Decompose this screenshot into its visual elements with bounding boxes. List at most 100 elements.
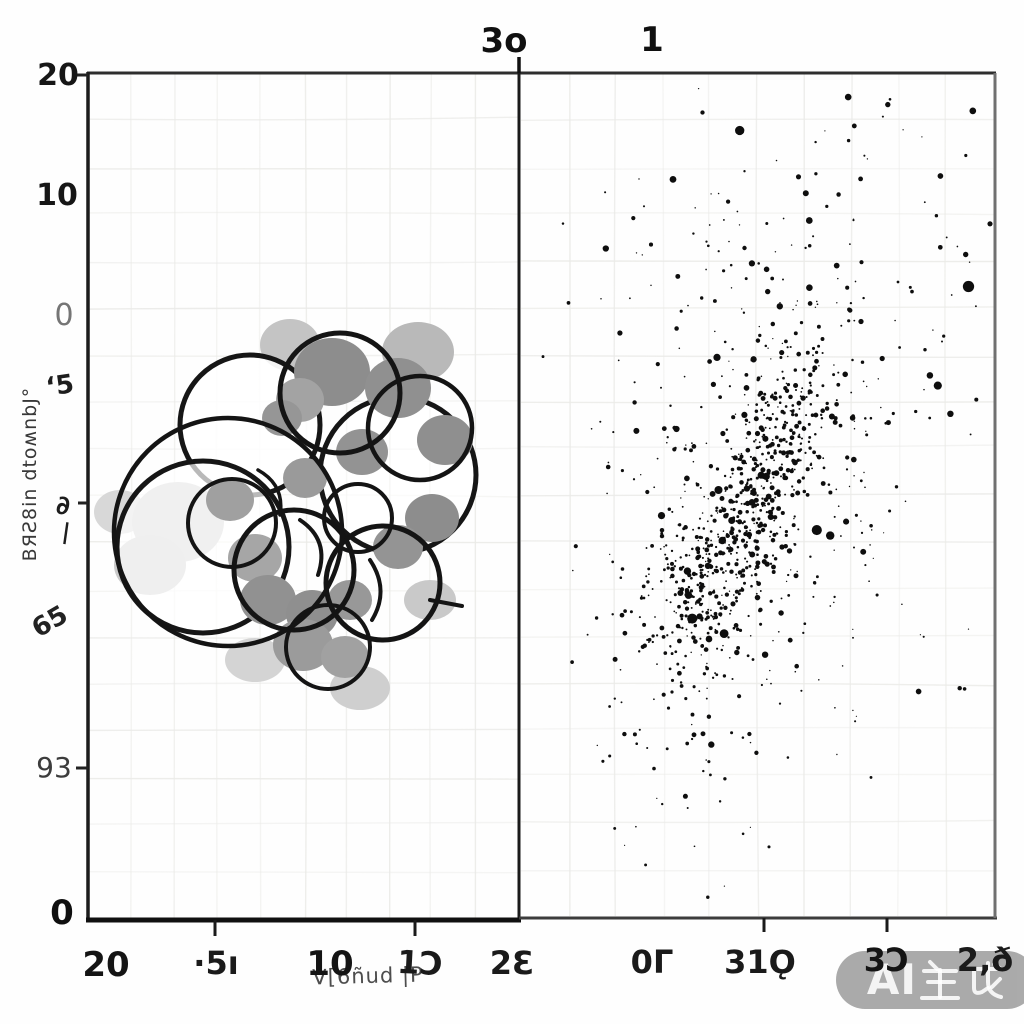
- scatter-point: [773, 449, 777, 453]
- scatter-point: [828, 490, 833, 495]
- scatter-point: [683, 483, 686, 486]
- scatter-point: [755, 403, 759, 406]
- cjk-glyph-sheng: [920, 960, 961, 1000]
- scatter-point: [850, 391, 853, 394]
- scatter-point: [765, 222, 769, 225]
- scatter-point: [881, 115, 884, 118]
- scatter-point: [756, 529, 762, 535]
- scatter-point: [779, 526, 782, 529]
- scatter-point: [858, 176, 863, 182]
- scatter-point: [769, 535, 771, 538]
- scatter-point: [768, 416, 773, 421]
- scatter-point: [745, 566, 749, 570]
- scatter-point: [790, 244, 793, 246]
- grid-line: [897, 73, 901, 917]
- scatter-point: [665, 557, 669, 561]
- scatter-point: [710, 193, 712, 195]
- scatter-point: [761, 452, 764, 456]
- scatter-point: [745, 530, 748, 533]
- scatter-point: [693, 845, 696, 848]
- scatter-point: [796, 479, 802, 484]
- scatter-point: [774, 435, 779, 440]
- scatter-point: [703, 647, 709, 652]
- scatter-point: [644, 863, 648, 867]
- scatter-point: [720, 648, 724, 652]
- scatter-point: [769, 427, 771, 430]
- scatter-point: [763, 392, 767, 396]
- scatter-point: [812, 365, 818, 371]
- scatter-point: [698, 535, 702, 540]
- scatter-point: [767, 513, 774, 521]
- scatter-point: [740, 538, 746, 543]
- scatter-point: [837, 277, 839, 280]
- scatter-point: [714, 672, 717, 675]
- scatter-point: [807, 243, 812, 248]
- scatter-point: [771, 506, 775, 511]
- scatter-point: [825, 204, 829, 209]
- scatter-point: [695, 599, 701, 604]
- scatter-point: [869, 416, 873, 420]
- scatter-point: [796, 570, 798, 573]
- grid-lines: [88, 73, 995, 920]
- scatter-point: [942, 334, 946, 338]
- scatter-point: [734, 596, 738, 600]
- scatter-point: [743, 520, 746, 523]
- scatter-point: [707, 608, 710, 611]
- scatter-point: [686, 635, 688, 637]
- scatter-point: [764, 561, 770, 567]
- scatter-point: [573, 544, 578, 549]
- scatter-point: [711, 543, 714, 546]
- scatter-point: [739, 480, 744, 485]
- scatter-point: [766, 400, 769, 403]
- scatter-point: [717, 250, 720, 253]
- scatter-point: [751, 517, 756, 522]
- x-axis-label: V[6ñud |P: [312, 962, 424, 990]
- scatter-point: [940, 340, 944, 343]
- scatter-point: [717, 535, 720, 538]
- scatter-point: [682, 599, 688, 605]
- scatter-point: [722, 218, 725, 221]
- scatter-point: [802, 631, 805, 635]
- scatter-point: [702, 769, 705, 773]
- scatter-point: [802, 489, 807, 494]
- scatter-point: [834, 401, 839, 407]
- scatter-point: [914, 409, 918, 414]
- scatter-point: [741, 489, 745, 492]
- scatter-point: [847, 319, 851, 323]
- scatter-point: [782, 475, 788, 481]
- scatter-point: [869, 544, 871, 546]
- scatter-point: [879, 355, 885, 362]
- scatter-point: [767, 347, 769, 349]
- scatter-point: [686, 806, 689, 810]
- scatter-point: [845, 468, 849, 471]
- scatter-point: [755, 564, 760, 570]
- scatter-point: [742, 581, 747, 585]
- scatter-point: [825, 531, 835, 540]
- scatter-point: [852, 219, 855, 222]
- scatter-point: [740, 587, 745, 592]
- scatter-point: [711, 676, 715, 679]
- scatter-point: [638, 178, 640, 180]
- scatter-point: [742, 245, 747, 251]
- scatter-point: [729, 552, 733, 555]
- scatter-point: [766, 403, 770, 407]
- scatter-point: [780, 510, 785, 516]
- scatter-point: [741, 568, 746, 573]
- scatter-point: [722, 536, 726, 540]
- scatter-point: [919, 634, 922, 636]
- scatter-point: [679, 556, 682, 559]
- grid-line: [520, 819, 995, 824]
- scatter-point: [848, 485, 851, 488]
- scatter-point: [758, 441, 761, 444]
- scatter-point: [753, 440, 756, 443]
- scatter-point: [821, 384, 825, 388]
- scatter-point: [687, 304, 689, 307]
- scatter-point: [631, 216, 636, 221]
- scatter-point: [702, 672, 707, 676]
- scatter-point: [736, 558, 739, 561]
- scatter-point: [690, 737, 694, 741]
- scatter-point: [710, 514, 713, 518]
- scatter-point: [773, 519, 776, 522]
- scatter-point: [640, 595, 643, 597]
- scatter-point: [684, 606, 690, 611]
